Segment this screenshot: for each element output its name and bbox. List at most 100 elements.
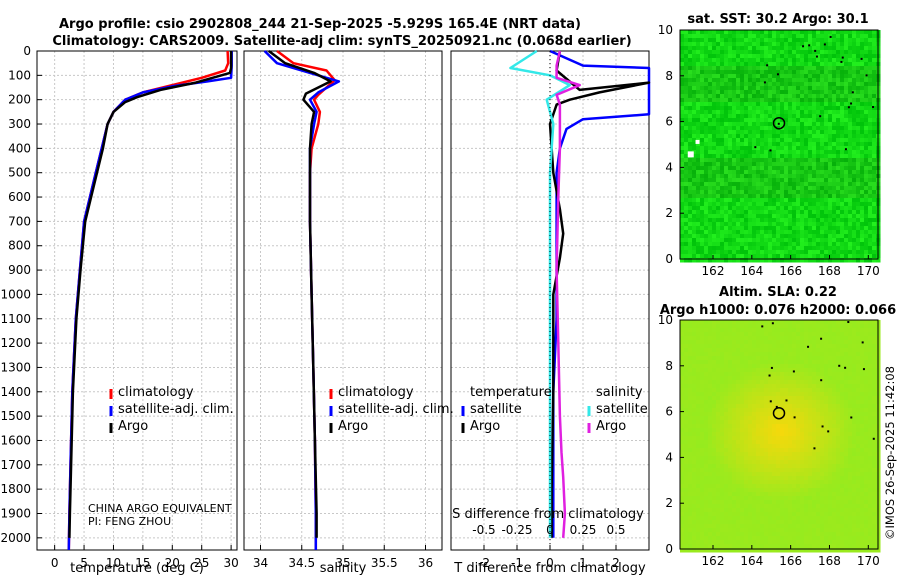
map-cell	[836, 162, 841, 167]
map-cell	[788, 332, 793, 337]
map-cell	[832, 202, 837, 207]
map-cell	[728, 424, 733, 429]
map-cell	[816, 206, 821, 211]
map-cell	[848, 182, 853, 187]
map-cell	[796, 182, 801, 187]
map-cell	[692, 70, 697, 75]
map-cell	[692, 352, 697, 357]
map-cell	[764, 42, 769, 47]
map-cell	[680, 340, 685, 345]
map-cell	[720, 324, 725, 329]
map-cell	[828, 138, 833, 143]
map-cell	[688, 376, 693, 381]
map-cell	[728, 380, 733, 385]
map-cell	[748, 50, 753, 55]
map-cell	[704, 380, 709, 385]
map-cell	[868, 320, 873, 325]
map-cell	[744, 464, 749, 469]
map-cell	[696, 58, 701, 63]
map-cell	[732, 250, 737, 255]
map-cell	[700, 396, 705, 401]
map-cell	[764, 324, 769, 329]
map-cell	[736, 246, 741, 251]
map-cell	[736, 424, 741, 429]
map-cell	[792, 250, 797, 255]
map-cell	[808, 408, 813, 413]
map-cell	[840, 238, 845, 243]
map-cell	[860, 400, 865, 405]
map-cell	[756, 142, 761, 147]
map-cell	[744, 178, 749, 183]
map-cell	[860, 384, 865, 389]
map-cell	[860, 420, 865, 425]
map-cell	[680, 448, 685, 453]
map-cell	[680, 344, 685, 349]
map-cell	[868, 388, 873, 393]
map-cell	[812, 110, 817, 115]
map-cell	[748, 246, 753, 251]
map-cell	[812, 420, 817, 425]
map-cell	[752, 166, 757, 171]
map-cell	[740, 38, 745, 43]
map-cell	[680, 420, 685, 425]
map-cell	[692, 62, 697, 67]
map-cell	[800, 54, 805, 59]
map-cell	[768, 78, 773, 83]
map-cell	[800, 416, 805, 421]
map-cell	[712, 464, 717, 469]
map-cell	[680, 408, 685, 413]
map-cell	[820, 190, 825, 195]
map-cell	[856, 206, 861, 211]
map-cell	[712, 162, 717, 167]
map-cell	[688, 254, 693, 259]
map-cell	[688, 400, 693, 405]
map-cell	[840, 456, 845, 461]
map-cell	[868, 58, 873, 63]
map-cell	[752, 38, 757, 43]
map-cell	[800, 130, 805, 135]
map-cell	[692, 30, 697, 35]
map-cell	[772, 30, 777, 35]
map-cell	[792, 392, 797, 397]
map-cell	[708, 328, 713, 333]
map-cell	[820, 404, 825, 409]
map-cell	[820, 38, 825, 43]
map-cell	[792, 380, 797, 385]
map-cell	[836, 218, 841, 223]
map-cell	[720, 150, 725, 155]
map-cell	[724, 206, 729, 211]
map-cell	[856, 142, 861, 147]
map-cell	[720, 384, 725, 389]
map-cell	[788, 234, 793, 239]
map-cell	[776, 114, 781, 119]
map-cell	[724, 368, 729, 373]
map-cell	[756, 54, 761, 59]
map-cell	[864, 242, 869, 247]
map-cell	[692, 198, 697, 203]
map-cell	[716, 122, 721, 127]
map-cell	[744, 50, 749, 55]
map-cell	[748, 452, 753, 457]
map-cell	[720, 254, 725, 259]
map-cell	[760, 150, 765, 155]
map-cell	[744, 356, 749, 361]
map-cell	[700, 62, 705, 67]
map-cell	[680, 424, 685, 429]
map-cell	[848, 214, 853, 219]
map-cell	[700, 380, 705, 385]
map-cell	[848, 138, 853, 143]
map-cell	[748, 150, 753, 155]
map-cell	[740, 348, 745, 353]
map-cell	[784, 74, 789, 79]
map-cell	[872, 242, 877, 247]
map-cell	[764, 400, 769, 405]
map-cell	[784, 70, 789, 75]
map-cell	[732, 408, 737, 413]
map-cell	[864, 134, 869, 139]
map-cell	[720, 210, 725, 215]
map-cell	[796, 66, 801, 71]
map-cell	[848, 186, 853, 191]
map-cell	[832, 34, 837, 39]
map-cell	[808, 246, 813, 251]
map-cell	[800, 222, 805, 227]
